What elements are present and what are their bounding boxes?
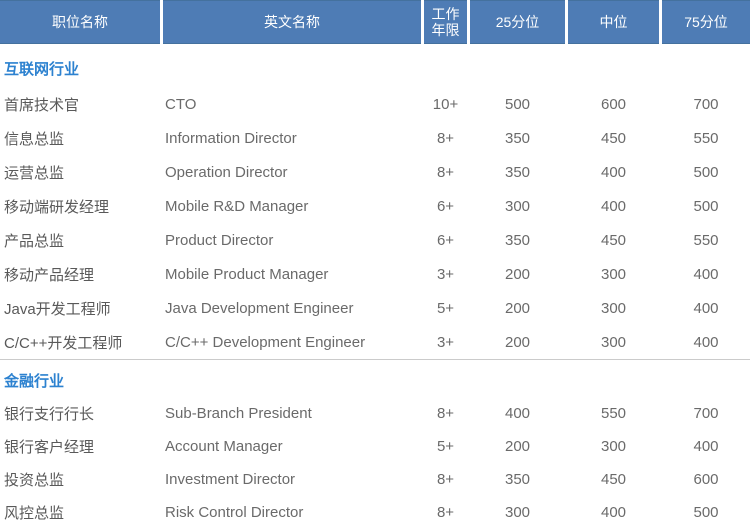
p75-value: 600	[693, 471, 719, 488]
work-years: 5+	[436, 299, 455, 317]
position-name-cn: 移动产品经理	[4, 266, 95, 284]
section-internet: 互联网行业 首席技术官 CTO 10+ 500 600 700 信息总监 Inf…	[0, 44, 750, 359]
p25-value: 500	[504, 95, 531, 113]
section-divider	[0, 359, 750, 360]
p75-value: 700	[693, 95, 719, 113]
section-finance: 金融行业 银行支行行长 Sub-Branch President 8+ 400 …	[0, 360, 750, 529]
median-value: 450	[600, 231, 627, 249]
table-row: 移动产品经理 Mobile Product Manager 3+ 200 300…	[0, 257, 750, 291]
table-row: 信息总监 Information Director 8+ 350 450 550	[0, 121, 750, 155]
work-years: 8+	[436, 405, 455, 422]
position-name-cn: 银行客户经理	[4, 439, 95, 456]
position-name-cn: 产品总监	[4, 232, 65, 250]
position-name-en: C/C++ Development Engineer	[165, 333, 366, 351]
position-name-en: Mobile Product Manager	[165, 265, 329, 283]
p25-value: 300	[504, 504, 531, 521]
median-value: 300	[600, 299, 627, 317]
table-row: 首席技术官 CTO 10+ 500 600 700	[0, 87, 750, 121]
col-header-position-en: 英文名称	[163, 0, 421, 44]
position-name-cn: Java开发工程师	[4, 300, 111, 318]
position-name-cn: C/C++开发工程师	[4, 334, 123, 352]
table-row: 风控总监 Risk Control Director 8+ 300 400 50…	[0, 496, 750, 529]
col-header-position-cn: 职位名称	[0, 0, 160, 44]
section-title-internet: 互联网行业	[4, 61, 80, 78]
p25-value: 400	[504, 405, 531, 422]
median-value: 300	[600, 265, 627, 283]
table-row: 产品总监 Product Director 6+ 350 450 550	[0, 223, 750, 257]
p75-value: 400	[693, 299, 719, 317]
table-row: Java开发工程师 Java Development Engineer 5+ 2…	[0, 291, 750, 325]
table-row: 投资总监 Investment Director 8+ 350 450 600	[0, 463, 750, 496]
median-value: 400	[600, 163, 627, 181]
p75-value: 700	[693, 405, 719, 422]
work-years: 10+	[432, 95, 459, 113]
position-name-en: Product Director	[165, 231, 274, 249]
p25-value: 350	[504, 471, 531, 488]
median-value: 300	[600, 333, 627, 351]
p75-value: 500	[693, 197, 719, 215]
work-years: 3+	[436, 265, 455, 283]
p25-value: 350	[504, 231, 531, 249]
p25-value: 200	[504, 333, 531, 351]
work-years: 6+	[436, 197, 455, 215]
position-name-cn: 首席技术官	[4, 96, 80, 114]
work-years: 8+	[436, 471, 455, 488]
median-value: 400	[600, 197, 627, 215]
position-name-en: Java Development Engineer	[165, 299, 354, 317]
p25-value: 300	[504, 197, 531, 215]
position-name-cn: 移动端研发经理	[4, 198, 110, 216]
col-header-p75: 75分位	[662, 0, 750, 44]
p75-value: 400	[693, 333, 719, 351]
p75-value: 400	[693, 265, 719, 283]
position-name-en: Operation Director	[165, 163, 288, 181]
table-row: 运营总监 Operation Director 8+ 350 400 500	[0, 155, 750, 189]
work-years: 5+	[436, 438, 455, 455]
col-header-work-years: 工作年限	[424, 0, 467, 44]
p75-value: 550	[693, 231, 719, 249]
position-name-en: Investment Director	[165, 471, 296, 488]
position-name-cn: 投资总监	[4, 472, 65, 489]
median-value: 600	[600, 95, 627, 113]
table-row: 银行客户经理 Account Manager 5+ 200 300 400	[0, 430, 750, 463]
position-name-cn: 信息总监	[4, 130, 65, 148]
position-name-en: Mobile R&D Manager	[165, 197, 309, 215]
table-row: 银行支行行长 Sub-Branch President 8+ 400 550 7…	[0, 397, 750, 430]
work-years: 8+	[436, 504, 455, 521]
median-value: 450	[600, 129, 627, 147]
position-name-en: Risk Control Director	[165, 504, 304, 521]
p25-value: 200	[504, 438, 531, 455]
work-years: 8+	[436, 129, 455, 147]
position-name-en: Account Manager	[165, 438, 283, 455]
section-title-finance: 金融行业	[4, 373, 65, 390]
position-name-en: CTO	[165, 95, 197, 113]
p75-value: 500	[693, 163, 719, 181]
col-header-p25: 25分位	[470, 0, 565, 44]
median-value: 300	[600, 438, 627, 455]
col-header-median: 中位	[568, 0, 659, 44]
table-row: C/C++开发工程师 C/C++ Development Engineer 3+…	[0, 325, 750, 359]
p75-value: 500	[693, 504, 719, 521]
p75-value: 400	[693, 438, 719, 455]
median-value: 450	[600, 471, 627, 488]
work-years: 8+	[436, 163, 455, 181]
position-name-en: Sub-Branch President	[165, 405, 312, 422]
p25-value: 350	[504, 129, 531, 147]
position-name-cn: 风控总监	[4, 505, 65, 522]
median-value: 550	[600, 405, 627, 422]
p25-value: 200	[504, 265, 531, 283]
work-years: 3+	[436, 333, 455, 351]
position-name-cn: 运营总监	[4, 164, 65, 182]
p75-value: 550	[693, 129, 719, 147]
table-row: 移动端研发经理 Mobile R&D Manager 6+ 300 400 50…	[0, 189, 750, 223]
p25-value: 200	[504, 299, 531, 317]
work-years: 6+	[436, 231, 455, 249]
median-value: 400	[600, 504, 627, 521]
table-header-row: 职位名称 英文名称 工作年限 25分位 中位 75分位	[0, 0, 750, 44]
position-name-cn: 银行支行行长	[4, 406, 95, 423]
p25-value: 350	[504, 163, 531, 181]
position-name-en: Information Director	[165, 129, 297, 147]
